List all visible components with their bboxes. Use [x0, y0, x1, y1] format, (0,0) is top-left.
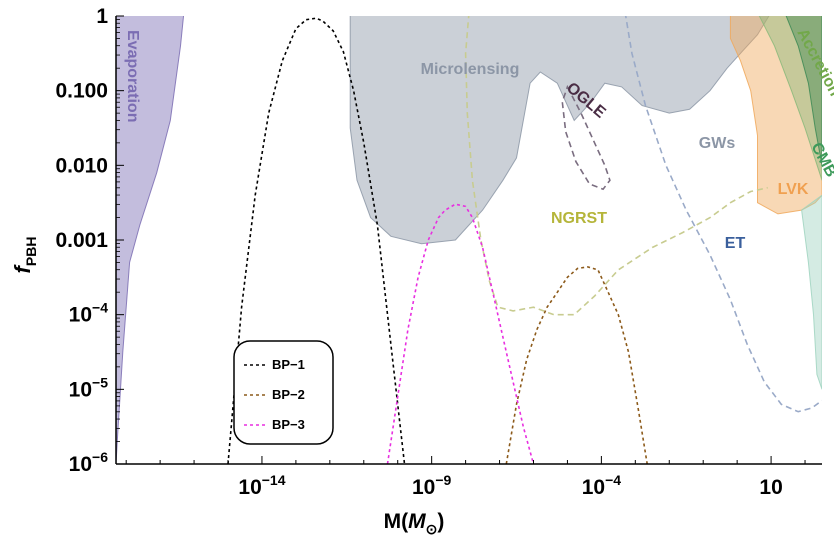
- benchmark-curves: [227, 17, 648, 464]
- y-tick-label: 0.100: [55, 80, 108, 103]
- x-tick-label: 10−4: [582, 472, 622, 499]
- x-tick-label: 10−14: [238, 472, 285, 499]
- bp-3-series: [386, 203, 535, 464]
- ogle-curve: [561, 84, 611, 191]
- y-tick-label: 1: [96, 5, 108, 28]
- y-axis-title: fPBH: [10, 237, 39, 274]
- y-tick-label: 0.001: [55, 229, 108, 252]
- ngrst-curve: [464, 16, 768, 316]
- evaporation-label: Evaporation: [124, 30, 141, 122]
- tick-labels: 10−14 10−9 10−4 10 1 0.100 0.010 0.001 10−4 10−5 1…: [55, 5, 782, 499]
- y-tick-label: 10−5: [69, 374, 109, 401]
- legend-box: [233, 340, 334, 445]
- accretion-region: [758, 16, 822, 181]
- bp-2-legend-label: BP−2: [272, 387, 305, 402]
- region-5-region: [801, 194, 822, 390]
- cmb-region: [785, 16, 822, 166]
- lvk-label: LVK: [778, 181, 809, 198]
- microlensing-region: [349, 16, 770, 245]
- et-curve: [624, 16, 822, 413]
- evaporation-region: [116, 16, 185, 464]
- legend: BP−1 BP−2 BP−3: [233, 340, 334, 445]
- x-tick-label: 10: [759, 476, 782, 499]
- bp-2-series: [505, 266, 648, 464]
- x-tick-label: 10−9: [412, 472, 452, 499]
- ngrst-label: NGRST: [551, 210, 607, 227]
- y-tick-label: 10−6: [69, 449, 109, 476]
- projection-curves: [464, 16, 822, 413]
- y-tick-label: 0.010: [55, 154, 108, 177]
- lvk-region: [729, 16, 822, 215]
- et-label: ET: [725, 235, 746, 252]
- microlensing-label: Microlensing: [421, 61, 520, 78]
- bp-1-series: [227, 17, 406, 464]
- y-tick-label: 10−4: [69, 300, 109, 327]
- gws-label: GWs: [699, 135, 736, 152]
- exclusion-regions: [116, 16, 822, 464]
- bp-3-legend-label: BP−3: [272, 417, 305, 432]
- x-axis-title: M(M⊙): [384, 510, 445, 537]
- bp-1-legend-label: BP−1: [272, 357, 305, 372]
- ticks: [116, 15, 806, 465]
